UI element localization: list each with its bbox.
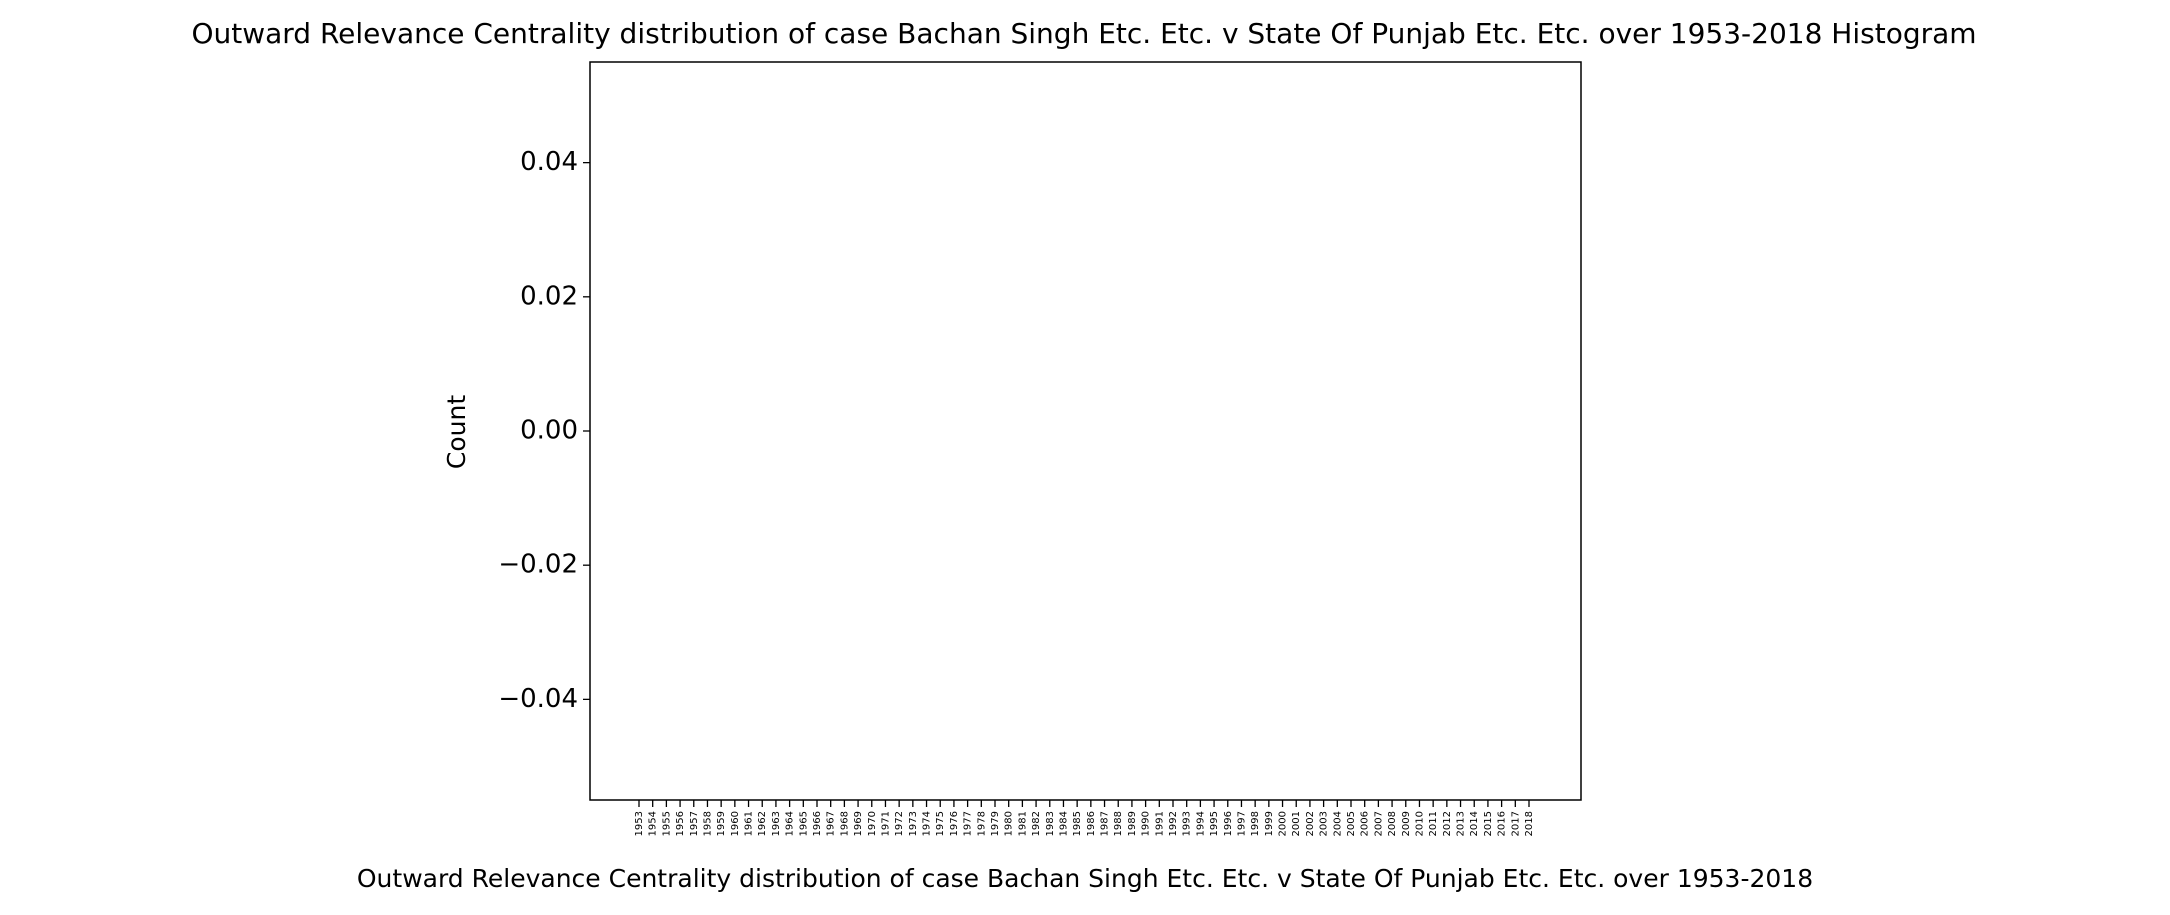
x-tick-label: 1955 xyxy=(661,811,672,836)
x-tick-label: 2011 xyxy=(1428,811,1439,836)
x-tick-label: 1983 xyxy=(1045,811,1056,836)
x-tick-label: 1961 xyxy=(744,811,755,836)
y-axis-label: Count xyxy=(442,395,471,469)
x-tick-label: 1957 xyxy=(689,811,700,836)
x-tick-label: 2005 xyxy=(1346,811,1357,836)
x-tick-label: 2014 xyxy=(1469,811,1480,836)
x-tick-label: 2009 xyxy=(1401,811,1412,836)
x-tick-label: 1992 xyxy=(1168,811,1179,836)
x-tick-label: 1986 xyxy=(1086,811,1097,836)
y-tick-label: −0.04 xyxy=(498,684,578,714)
x-tick-label: 1962 xyxy=(757,811,768,836)
x-tick-label: 2016 xyxy=(1497,811,1508,836)
x-tick-label: 1960 xyxy=(730,811,741,836)
x-tick-label: 1963 xyxy=(771,811,782,836)
x-tick-label: 1999 xyxy=(1264,811,1275,836)
y-tick-label: 0.04 xyxy=(520,147,578,177)
x-tick-label: 1988 xyxy=(1113,811,1124,836)
x-tick-label: 2017 xyxy=(1510,811,1521,836)
y-tick-label: 0.02 xyxy=(520,281,578,311)
x-tick-label: 1965 xyxy=(798,811,809,836)
x-tick-label: 1974 xyxy=(922,811,933,836)
x-tick-label: 1987 xyxy=(1100,811,1111,836)
x-tick-label: 1956 xyxy=(675,811,686,836)
x-tick-label: 2015 xyxy=(1483,811,1494,836)
x-tick-label: 1953 xyxy=(634,811,645,836)
x-tick-label: 2008 xyxy=(1387,811,1398,836)
x-tick-label: 1985 xyxy=(1072,811,1083,836)
x-tick-label: 2004 xyxy=(1332,811,1343,836)
x-tick-label: 1994 xyxy=(1195,811,1206,836)
x-tick-label: 1981 xyxy=(1017,811,1028,836)
x-tick-label: 1971 xyxy=(880,811,891,836)
x-tick-label: 1975 xyxy=(935,811,946,836)
x-tick-label: 1973 xyxy=(908,811,919,836)
x-tick-label: 1991 xyxy=(1154,811,1165,836)
x-tick-label: 1978 xyxy=(976,811,987,836)
x-tick-label: 1967 xyxy=(826,811,837,836)
x-tick-label: 2013 xyxy=(1456,811,1467,836)
y-tick-label: 0.00 xyxy=(520,416,578,446)
x-tick-label: 1990 xyxy=(1141,811,1152,836)
x-tick-label: 2003 xyxy=(1319,811,1330,836)
x-tick-label: 1977 xyxy=(963,811,974,836)
x-tick-label: 2002 xyxy=(1305,811,1316,836)
x-tick-label: 1970 xyxy=(867,811,878,836)
x-tick-label: 2018 xyxy=(1524,811,1535,836)
x-tick-label: 1972 xyxy=(894,811,905,836)
x-tick-label: 1976 xyxy=(949,811,960,836)
x-tick-label: 1969 xyxy=(853,811,864,836)
x-tick-label: 1964 xyxy=(785,811,796,836)
x-axis-label: Outward Relevance Centrality distributio… xyxy=(357,864,1813,893)
x-tick-label: 2006 xyxy=(1360,811,1371,836)
x-tick-label: 2007 xyxy=(1373,811,1384,836)
x-tick-label: 1996 xyxy=(1223,811,1234,836)
x-tick-label: 1980 xyxy=(1004,811,1015,836)
x-tick-label: 1959 xyxy=(716,811,727,836)
chart-title: Outward Relevance Centrality distributio… xyxy=(191,17,1976,50)
x-tick-label: 1993 xyxy=(1182,811,1193,836)
x-tick-label: 2012 xyxy=(1442,811,1453,836)
x-tick-label: 1989 xyxy=(1127,811,1138,836)
y-tick-label: −0.02 xyxy=(498,550,578,580)
x-tick-label: 1982 xyxy=(1031,811,1042,836)
x-tick-label: 2001 xyxy=(1291,811,1302,836)
x-tick-label: 1966 xyxy=(812,811,823,836)
x-tick-label: 1984 xyxy=(1058,811,1069,836)
x-tick-label: 1995 xyxy=(1209,811,1220,836)
x-tick-label: 2010 xyxy=(1414,811,1425,836)
x-tick-label: 1954 xyxy=(648,811,659,836)
x-tick-label: 1968 xyxy=(839,811,850,836)
x-tick-label: 1998 xyxy=(1250,811,1261,836)
x-tick-label: 1997 xyxy=(1236,811,1247,836)
x-tick-label: 1979 xyxy=(990,811,1001,836)
x-tick-label: 1958 xyxy=(702,811,713,836)
x-tick-label: 2000 xyxy=(1278,811,1289,836)
